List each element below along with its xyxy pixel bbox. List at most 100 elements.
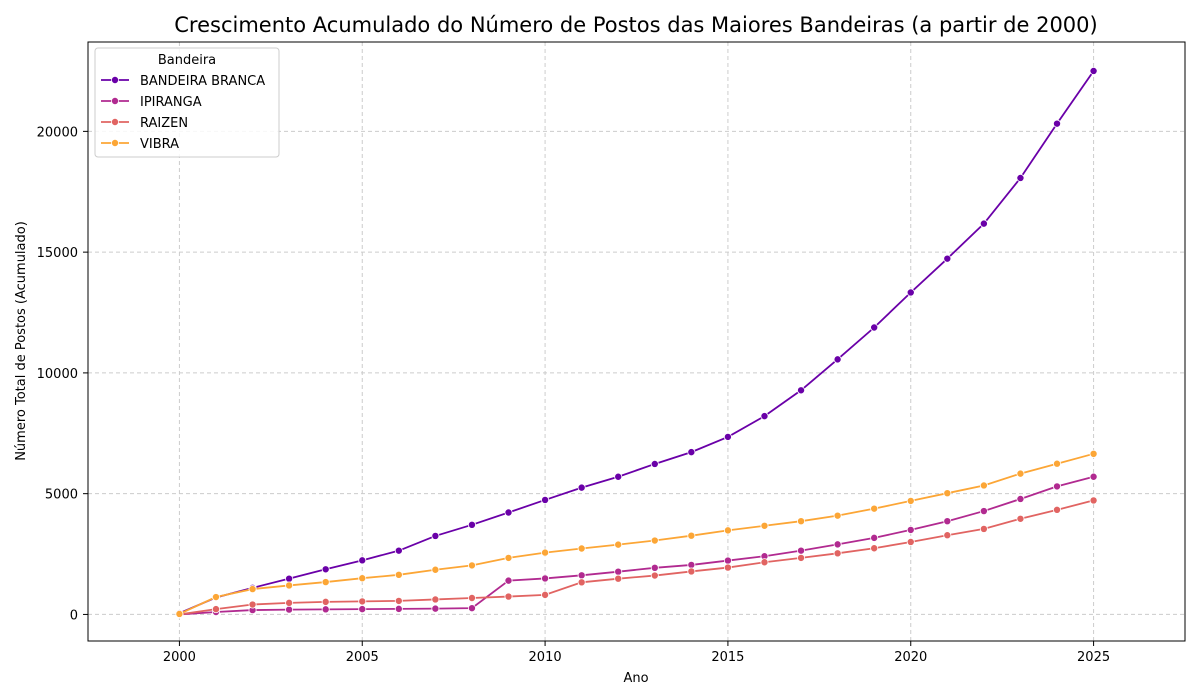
- series-bandeira-branca: [175, 66, 1098, 618]
- legend-label: VIBRA: [140, 137, 179, 152]
- data-point-raizen: [211, 605, 220, 614]
- data-point-bandeira-branca: [870, 323, 879, 332]
- data-point-bandeira-branca: [943, 254, 952, 263]
- legend-label: IPIRANGA: [140, 95, 202, 110]
- data-point-ipiranga: [870, 533, 879, 542]
- data-point-raizen: [358, 597, 367, 606]
- data-point-raizen: [906, 537, 915, 546]
- y-tick-label: 10000: [37, 367, 78, 382]
- data-point-bandeira-branca: [687, 448, 696, 457]
- data-point-vibra: [723, 526, 732, 535]
- data-point-ipiranga: [467, 604, 476, 613]
- data-point-vibra: [1016, 469, 1025, 478]
- data-point-ipiranga: [797, 546, 806, 555]
- legend-items: BANDEIRA BRANCA IPIRANGA RAIZEN VIBRA: [101, 74, 265, 152]
- data-point-raizen: [504, 592, 513, 601]
- data-point-bandeira-branca: [577, 483, 586, 492]
- data-point-raizen: [687, 567, 696, 576]
- data-point-vibra: [541, 548, 550, 557]
- data-point-bandeira-branca: [760, 412, 769, 421]
- data-point-vibra: [979, 481, 988, 490]
- legend: Bandeira BANDEIRA BRANCA IPIRANGA RAIZEN VI…: [94, 47, 280, 158]
- data-point-vibra: [577, 544, 586, 553]
- data-point-ipiranga: [833, 540, 842, 549]
- data-point-raizen: [1053, 505, 1062, 514]
- y-axis-title: Número Total de Postos (Acumulado): [14, 221, 29, 461]
- data-point-bandeira-branca: [723, 432, 732, 441]
- data-point-vibra: [797, 517, 806, 526]
- legend-swatch-marker: [111, 76, 120, 85]
- data-point-raizen: [614, 574, 623, 583]
- data-point-ipiranga: [358, 605, 367, 614]
- series-ipiranga: [175, 472, 1098, 619]
- data-point-bandeira-branca: [358, 556, 367, 565]
- data-point-raizen: [285, 598, 294, 607]
- data-point-raizen: [467, 594, 476, 603]
- data-point-ipiranga: [687, 560, 696, 569]
- legend-box: [94, 47, 280, 158]
- data-point-ipiranga: [431, 604, 440, 613]
- data-point-raizen: [321, 597, 330, 606]
- legend-item-ipiranga: IPIRANGA: [101, 95, 202, 110]
- data-point-raizen: [541, 590, 550, 599]
- data-point-vibra: [175, 609, 184, 618]
- series-layer: [175, 66, 1098, 619]
- legend-swatch-marker: [111, 138, 120, 147]
- data-point-vibra: [431, 565, 440, 574]
- data-point-vibra: [650, 536, 659, 545]
- y-tick-label: 15000: [37, 246, 78, 261]
- data-point-vibra: [687, 531, 696, 540]
- data-point-ipiranga: [577, 571, 586, 580]
- y-tick-label: 20000: [37, 125, 78, 140]
- data-point-ipiranga: [285, 605, 294, 614]
- data-point-ipiranga: [906, 525, 915, 534]
- data-point-bandeira-branca: [285, 574, 294, 583]
- data-point-ipiranga: [1053, 482, 1062, 491]
- data-point-raizen: [723, 563, 732, 572]
- legend-label: RAIZEN: [140, 116, 188, 131]
- data-point-ipiranga: [943, 517, 952, 526]
- data-point-vibra: [833, 511, 842, 520]
- series-line-vibra: [179, 452, 1094, 615]
- data-point-vibra: [943, 489, 952, 498]
- x-tick-label: 2010: [529, 650, 562, 665]
- data-point-raizen: [248, 600, 257, 609]
- data-point-ipiranga: [650, 563, 659, 572]
- y-tick-label: 5000: [45, 488, 78, 503]
- data-point-bandeira-branca: [1053, 119, 1062, 128]
- data-point-vibra: [248, 585, 257, 594]
- data-point-vibra: [614, 540, 623, 549]
- data-point-bandeira-branca: [906, 288, 915, 297]
- x-tick-label: 2020: [894, 650, 927, 665]
- series-line-raizen: [179, 499, 1094, 616]
- plot-area-frame: [87, 41, 1186, 642]
- data-point-ipiranga: [723, 556, 732, 565]
- series-line-ipiranga: [179, 475, 1094, 616]
- series-line-bandeira-branca: [179, 70, 1095, 615]
- data-point-bandeira-branca: [797, 386, 806, 395]
- legend-item-raizen: RAIZEN: [101, 116, 188, 131]
- data-point-raizen: [979, 524, 988, 533]
- data-point-vibra: [906, 496, 915, 505]
- data-point-vibra: [1053, 459, 1062, 468]
- series-vibra: [175, 449, 1098, 618]
- data-point-bandeira-branca: [979, 219, 988, 228]
- data-point-ipiranga: [1016, 494, 1025, 503]
- data-point-vibra: [760, 521, 769, 530]
- data-point-vibra: [321, 578, 330, 587]
- data-point-bandeira-branca: [1089, 66, 1098, 75]
- data-point-vibra: [1089, 449, 1098, 458]
- data-point-raizen: [431, 595, 440, 604]
- series-raizen: [175, 496, 1098, 619]
- data-point-vibra: [358, 574, 367, 583]
- data-point-vibra: [504, 553, 513, 562]
- legend-swatch-marker: [111, 118, 120, 127]
- data-point-ipiranga: [1089, 472, 1098, 481]
- legend-title: Bandeira: [158, 53, 216, 68]
- data-point-vibra: [211, 593, 220, 602]
- data-point-ipiranga: [979, 507, 988, 516]
- data-point-bandeira-branca: [467, 520, 476, 529]
- data-point-bandeira-branca: [650, 459, 659, 468]
- x-axis-ticks: 2000 2005 2010 2015 2020 2025: [163, 641, 1110, 665]
